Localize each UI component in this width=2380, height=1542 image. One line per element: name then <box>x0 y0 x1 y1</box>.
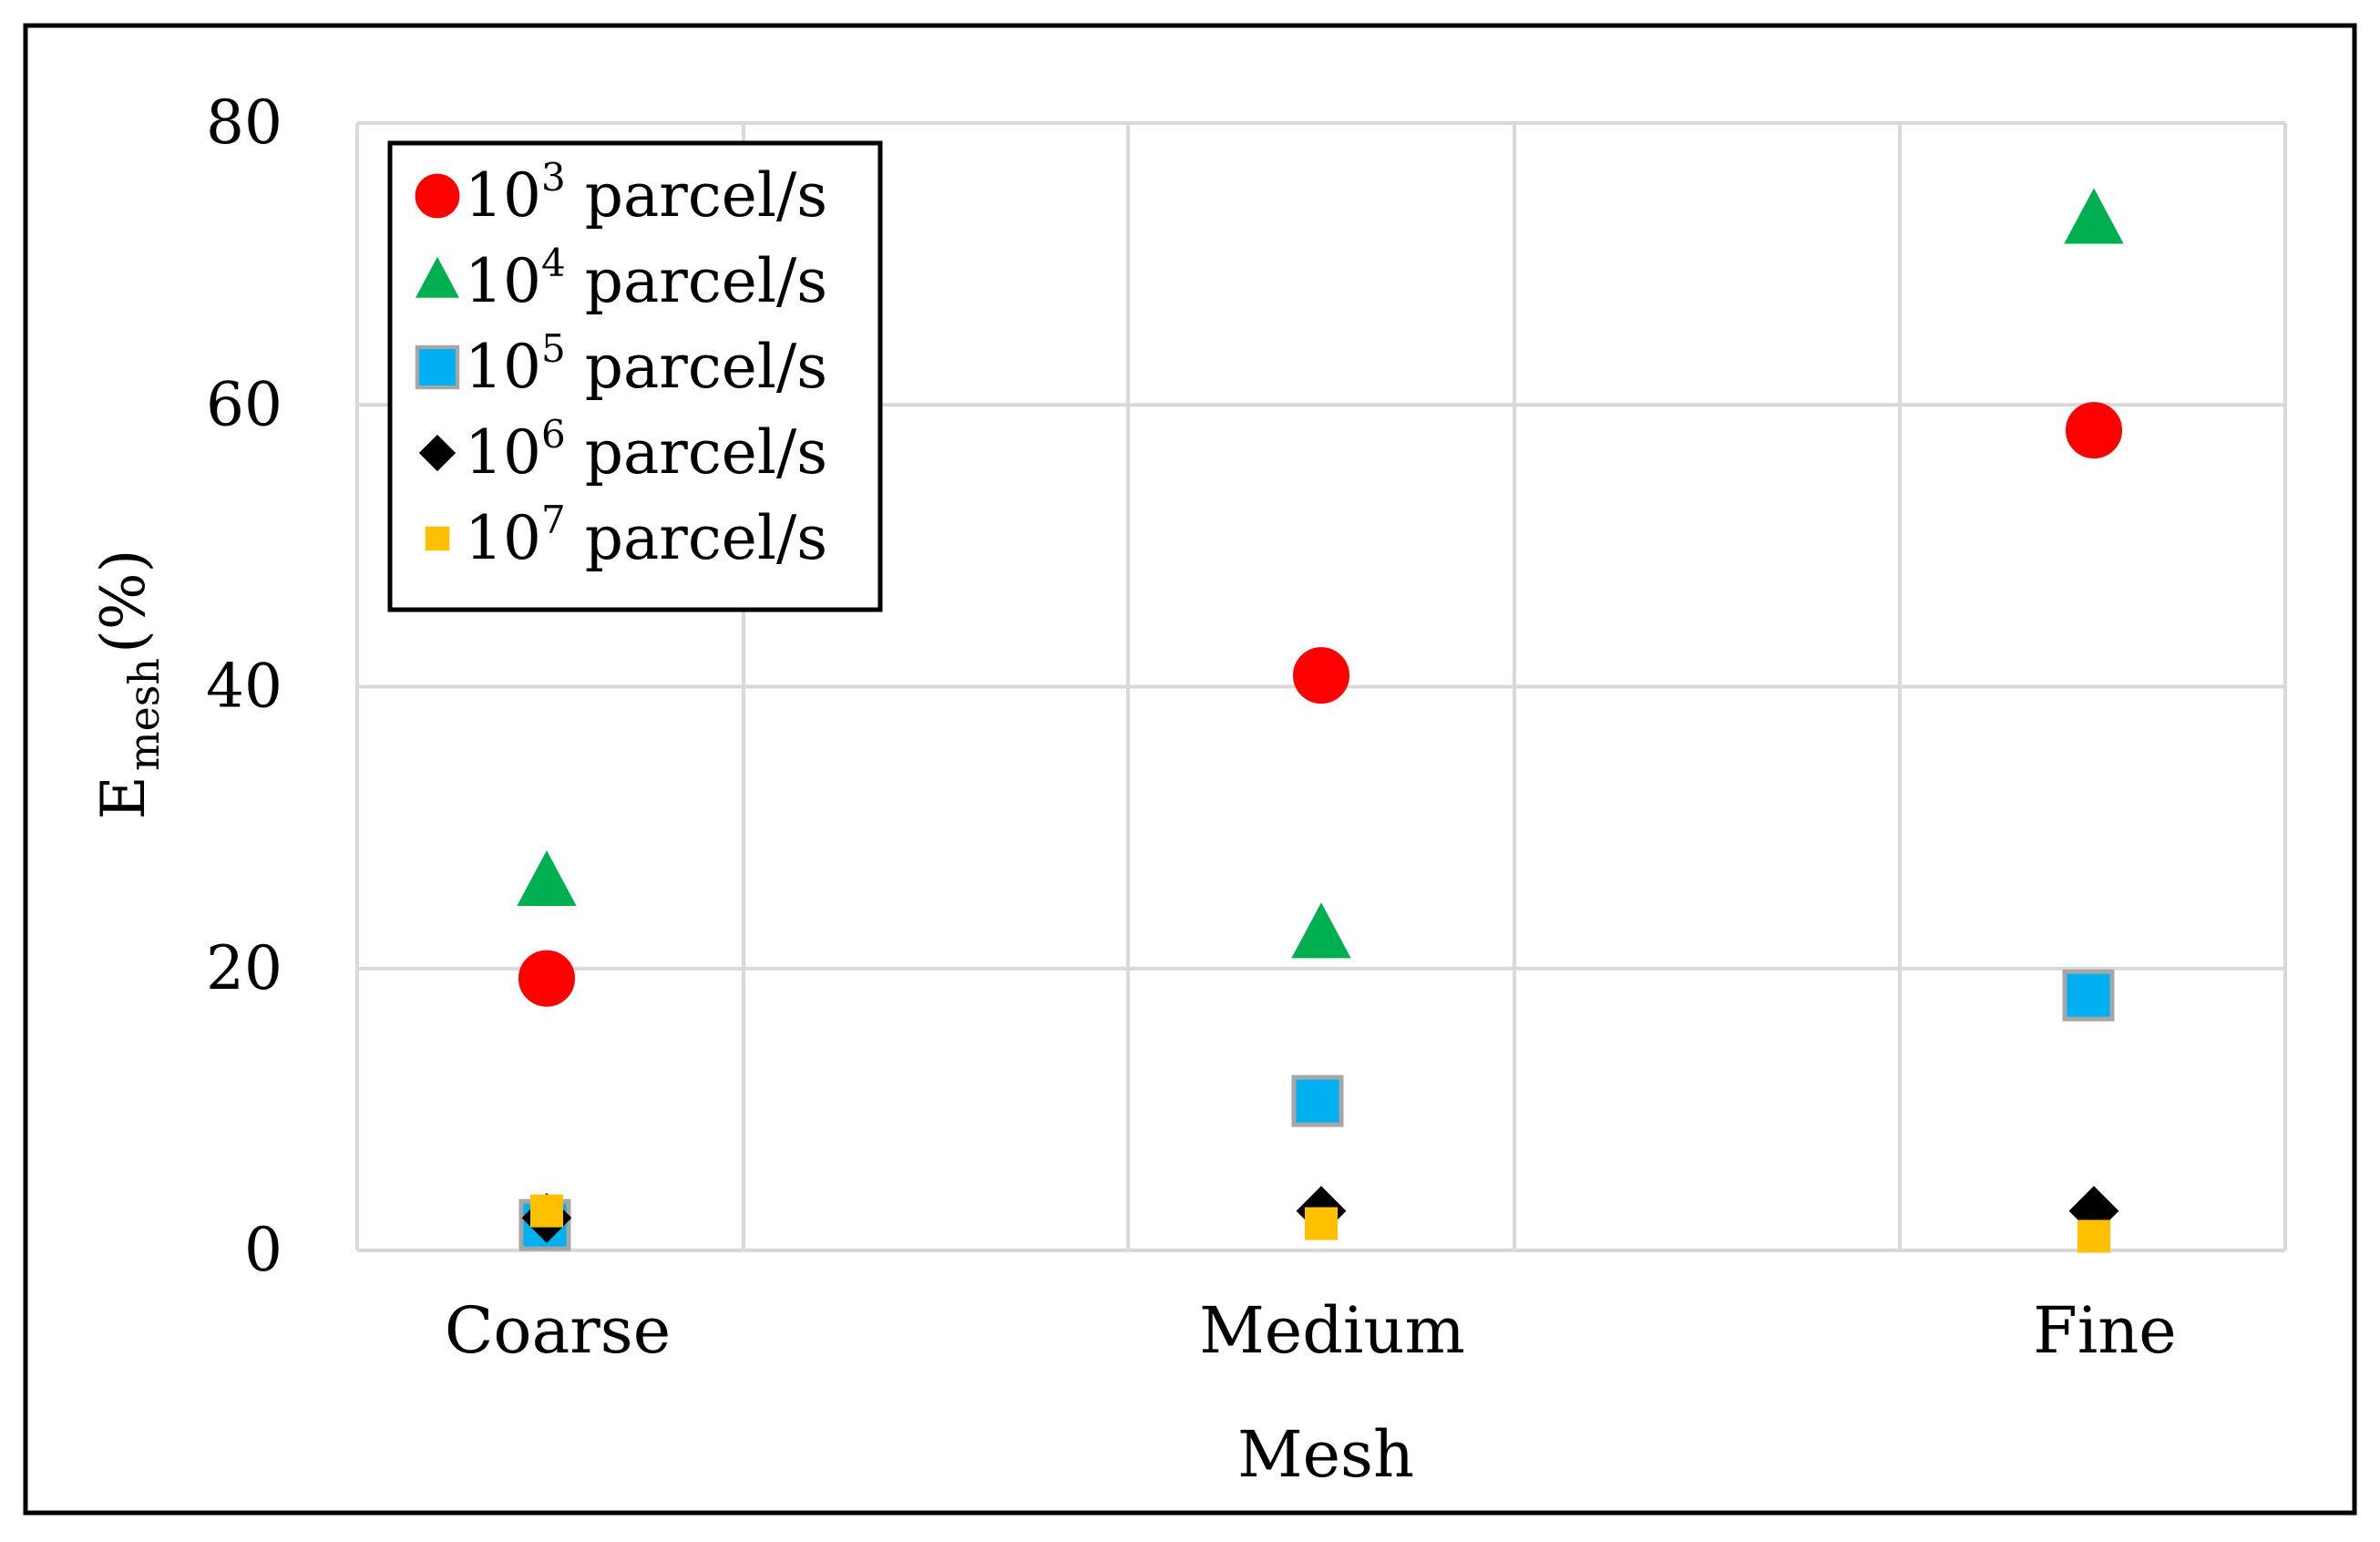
y-axis-title-subscript: mesh <box>119 658 169 771</box>
x-tick-label: Medium <box>1199 1293 1465 1368</box>
legend-label-unit: parcel/s <box>566 503 827 573</box>
legend-entry: 104 parcel/s <box>415 241 827 316</box>
legend-label-exponent: 3 <box>541 155 566 200</box>
x-axis-title: Mesh <box>1237 1417 1414 1492</box>
data-point <box>2062 969 2115 1022</box>
data-point <box>1291 902 1351 959</box>
legend-label-unit: parcel/s <box>566 160 827 231</box>
legend-label: 104 parcel/s <box>465 241 827 316</box>
data-point <box>518 950 575 1007</box>
legend-label-exponent: 4 <box>541 241 566 285</box>
legend-marker <box>415 256 459 298</box>
y-axis-title: E mesh (%) <box>88 550 169 820</box>
y-tick-label: 60 <box>206 369 282 439</box>
series-7 <box>530 1194 2110 1253</box>
marks-layer <box>517 188 2124 1253</box>
y-axis-title-suffix: (%) <box>88 550 159 653</box>
legend-label-base: 10 <box>465 332 541 402</box>
y-tick-label: 0 <box>244 1215 282 1285</box>
legend-label: 103 parcel/s <box>465 155 827 231</box>
legend-label-base: 10 <box>465 246 541 316</box>
y-tick-label: 40 <box>206 652 282 722</box>
legend-label-unit: parcel/s <box>566 417 827 488</box>
legend-label-exponent: 6 <box>541 412 566 457</box>
data-point <box>530 1194 563 1228</box>
x-tick-label: Coarse <box>445 1293 671 1368</box>
legend-label-base: 10 <box>465 417 541 488</box>
data-point <box>1293 647 1349 704</box>
data-point <box>2066 402 2122 459</box>
series-3 <box>518 402 2122 1007</box>
series-4 <box>517 188 2124 959</box>
y-tick-label: 80 <box>206 87 282 158</box>
legend-label-exponent: 5 <box>541 326 566 371</box>
data-point <box>517 850 577 907</box>
axis-layer: 0 20 40 60 80 Coarse Medium Fine <box>206 87 2177 1368</box>
legend-entry: 106 parcel/s <box>418 412 827 488</box>
data-point <box>2064 188 2124 244</box>
x-tick-label: Fine <box>2033 1293 2176 1368</box>
legend-entry: 103 parcel/s <box>415 155 827 231</box>
legend-marker <box>415 344 460 390</box>
data-point <box>1291 1074 1344 1127</box>
legend-label-unit: parcel/s <box>566 332 827 402</box>
legend-marker <box>418 434 457 472</box>
legend-label-base: 10 <box>465 503 541 573</box>
legend-label: 107 parcel/s <box>465 498 827 573</box>
figure-frame <box>23 23 2357 1516</box>
data-point <box>2077 1219 2110 1253</box>
y-tick-label: 20 <box>206 933 282 1003</box>
legend-label-base: 10 <box>465 160 541 231</box>
legend-label-exponent: 7 <box>541 498 566 542</box>
data-point <box>1305 1207 1338 1240</box>
legend-label-unit: parcel/s <box>566 246 827 316</box>
y-axis-title-main: E <box>88 776 159 819</box>
legend-entry: 107 parcel/s <box>425 498 827 573</box>
legend-label: 106 parcel/s <box>465 412 827 488</box>
legend-marker <box>415 173 460 219</box>
legend-entry: 105 parcel/s <box>415 326 827 402</box>
legend-label: 105 parcel/s <box>465 326 827 402</box>
legend-marker <box>425 526 450 551</box>
legend-box <box>387 140 883 612</box>
